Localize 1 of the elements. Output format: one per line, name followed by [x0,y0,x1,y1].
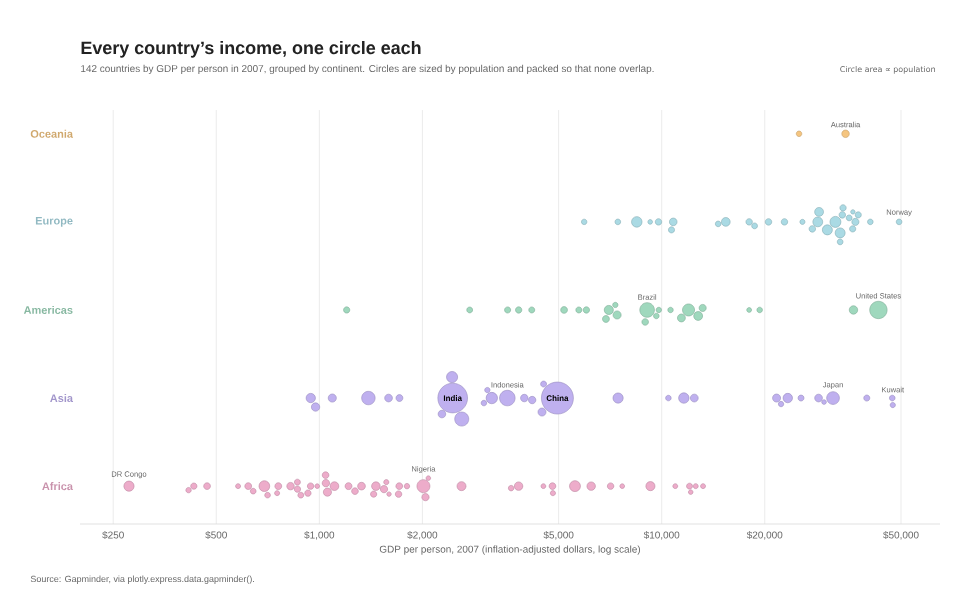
chart-title: Every country’s income, one circle each [81,40,421,58]
